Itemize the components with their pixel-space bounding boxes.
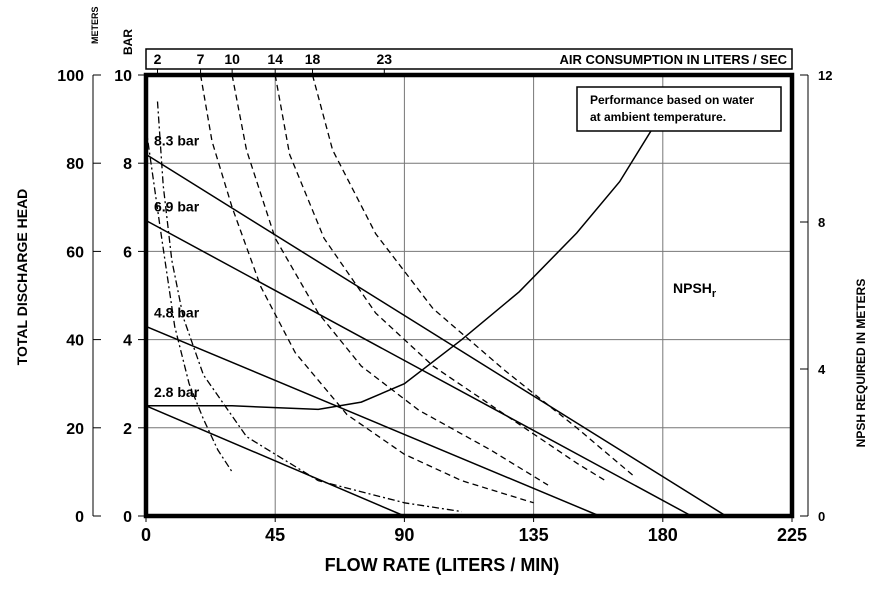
note-box <box>576 86 782 132</box>
x-axis-title: FLOW RATE (LITERS / MIN) <box>325 555 560 575</box>
pressure-curve <box>145 405 405 517</box>
air-consumption-curve <box>231 74 549 486</box>
pressure-curve <box>145 219 692 517</box>
air-consumption-curve <box>156 101 462 513</box>
pressure-curve <box>145 325 600 517</box>
y-axis-title-left: TOTAL DISCHARGE HEAD <box>14 189 30 366</box>
air-consumption-curve <box>311 74 635 477</box>
note-line-1: Performance based on water <box>590 93 754 107</box>
meters-tick-label: 60 <box>66 244 84 261</box>
x-tick-label: 0 <box>141 525 151 545</box>
air-consumption-tick-label: 2 <box>154 51 162 67</box>
pressure-curve-label: 8.3 bar <box>154 132 200 148</box>
meters-tick-label: 20 <box>66 421 84 438</box>
x-tick-label: 90 <box>394 525 414 545</box>
air-consumption-curve <box>145 127 233 473</box>
note-line-2: at ambient temperature. <box>590 110 726 124</box>
bar-tick-label: 4 <box>123 333 132 350</box>
air-consumption-tick-label: 18 <box>305 51 321 67</box>
meters-tick-label: 100 <box>57 68 84 85</box>
bar-unit-label: BAR <box>121 29 135 55</box>
air-consumption-tick-label: 7 <box>197 51 205 67</box>
air-consumption-tick-label: 23 <box>377 51 393 67</box>
npsh-label-main: NPSH <box>673 280 712 296</box>
npsh-tick-label: 8 <box>818 215 825 230</box>
pressure-curve-label: 6.9 bar <box>154 199 200 215</box>
air-consumption-tick-label: 14 <box>267 51 283 67</box>
bar-tick-label: 0 <box>123 509 132 526</box>
air-consumption-tick-label: 10 <box>224 51 240 67</box>
npsh-curve <box>146 111 664 411</box>
bar-tick-label: 6 <box>123 244 132 261</box>
pressure-curve <box>145 153 727 517</box>
x-tick-label: 135 <box>519 525 549 545</box>
air-consumption-band <box>145 48 793 70</box>
plot-frame <box>143 72 795 519</box>
curves-layer <box>145 74 727 517</box>
meters-tick-label: 80 <box>66 156 84 173</box>
x-tick-label: 225 <box>777 525 807 545</box>
meters-tick-label: 0 <box>75 509 84 526</box>
x-tick-label: 45 <box>265 525 285 545</box>
air-consumption-curve <box>199 74 534 504</box>
meters-tick-label: 40 <box>66 333 84 350</box>
bar-tick-label: 2 <box>123 421 132 438</box>
top-axis-label: AIR CONSUMPTION IN LITERS / SEC <box>559 52 787 67</box>
y-axis-title-right: NPSH REQUIRED IN METERS <box>854 279 868 448</box>
air-consumption-curve <box>274 74 606 482</box>
meters-unit-label: METERS <box>90 6 100 44</box>
npsh-curve-label: NPSHr <box>673 280 717 300</box>
x-tick-label: 180 <box>648 525 678 545</box>
npsh-tick-label: 4 <box>818 362 826 377</box>
bar-tick-label: 10 <box>114 68 132 85</box>
pressure-curve-label: 4.8 bar <box>154 304 200 320</box>
npsh-tick-label: 0 <box>818 509 825 524</box>
bar-tick-label: 8 <box>123 156 132 173</box>
pressure-curve-label: 2.8 bar <box>154 384 200 400</box>
npsh-label-sub: r <box>712 288 717 300</box>
curve-labels: 8.3 bar 6.9 bar 4.8 bar 2.8 bar <box>154 132 200 399</box>
air-consumption-ticks: 2 7 10 14 18 23 <box>154 51 393 75</box>
npsh-tick-label: 12 <box>818 68 832 83</box>
